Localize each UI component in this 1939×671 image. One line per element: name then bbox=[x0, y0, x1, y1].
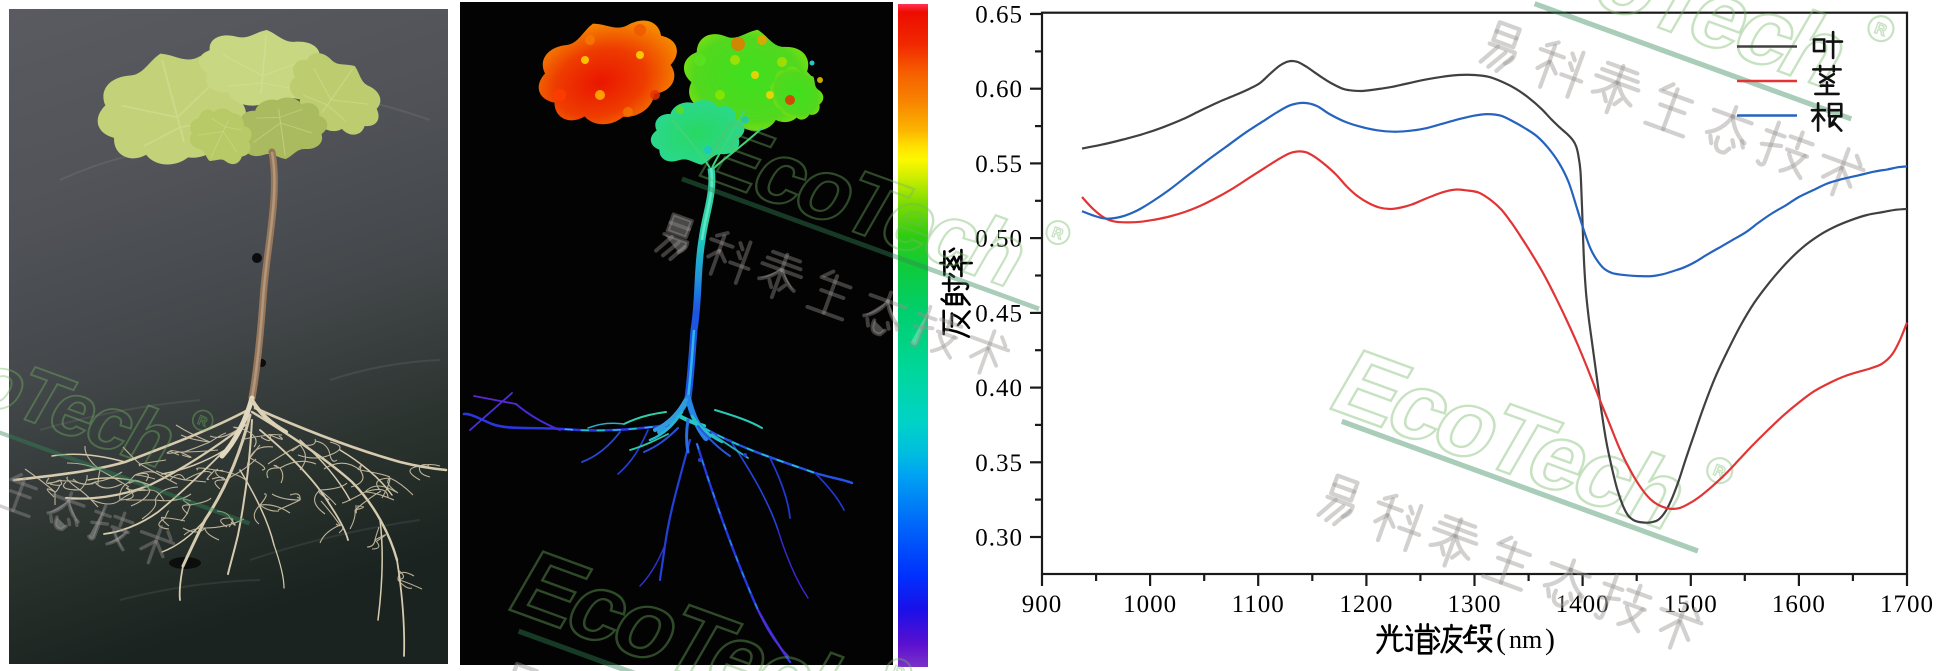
svg-text:EcoTech: EcoTech bbox=[1475, 0, 1866, 105]
svg-text:R: R bbox=[1872, 20, 1889, 40]
svg-text:1000: 1000 bbox=[1123, 591, 1177, 618]
svg-text:1100: 1100 bbox=[1232, 591, 1285, 618]
svg-text:R: R bbox=[1050, 225, 1066, 244]
svg-text:0.45: 0.45 bbox=[975, 300, 1023, 327]
svg-text:EcoTech: EcoTech bbox=[1314, 330, 1705, 548]
svg-text:0.65: 0.65 bbox=[975, 2, 1023, 29]
svg-text:1200: 1200 bbox=[1339, 591, 1393, 618]
svg-text:1700: 1700 bbox=[1880, 591, 1934, 618]
svg-text:900: 900 bbox=[1022, 591, 1063, 618]
svg-text:R: R bbox=[890, 663, 907, 671]
svg-text:0.40: 0.40 bbox=[975, 375, 1023, 402]
svg-text:0.60: 0.60 bbox=[975, 76, 1023, 103]
svg-text:): ) bbox=[1545, 623, 1555, 656]
svg-text:0.55: 0.55 bbox=[975, 151, 1023, 178]
svg-text:1300: 1300 bbox=[1448, 591, 1502, 618]
svg-text:0.30: 0.30 bbox=[975, 525, 1023, 552]
svg-text:0.35: 0.35 bbox=[975, 450, 1023, 477]
svg-text:(: ( bbox=[1496, 623, 1506, 656]
svg-text:nm: nm bbox=[1509, 625, 1542, 654]
svg-text:1600: 1600 bbox=[1772, 591, 1826, 618]
svg-text:0.50: 0.50 bbox=[975, 226, 1023, 253]
